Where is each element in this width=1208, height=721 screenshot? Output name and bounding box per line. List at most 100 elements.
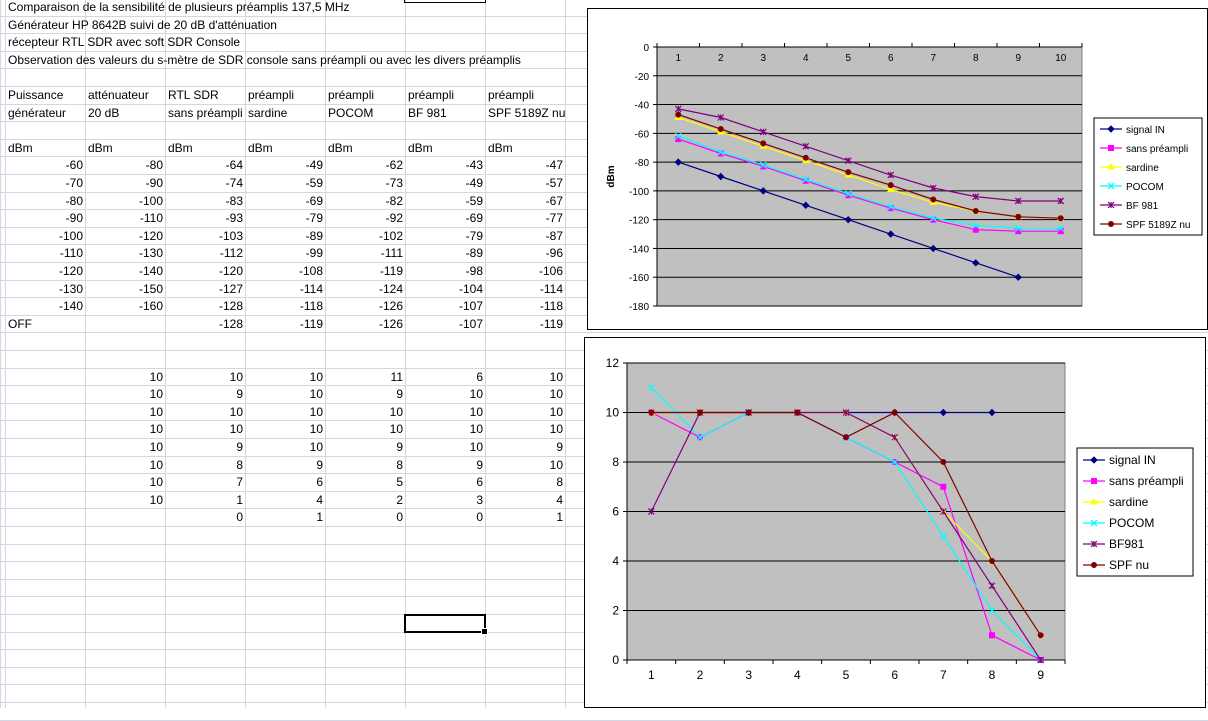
cell[interactable]: -119 (539, 317, 563, 331)
cell[interactable]: 10 (389, 405, 403, 419)
cell[interactable]: 8 (396, 458, 403, 472)
cell[interactable]: -60 (65, 158, 83, 172)
cell[interactable]: 1 (316, 510, 323, 524)
cell[interactable]: 10 (549, 405, 563, 419)
cell[interactable]: -120 (58, 264, 83, 278)
cell[interactable]: -67 (545, 194, 563, 208)
cell[interactable]: -119 (299, 317, 323, 331)
cell[interactable]: -127 (218, 282, 243, 296)
cell[interactable]: -130 (58, 282, 83, 296)
cell[interactable]: 7 (236, 475, 243, 489)
cell[interactable]: -111 (380, 246, 403, 260)
cell[interactable]: -124 (378, 282, 403, 296)
cell[interactable]: -90 (145, 176, 163, 190)
cell[interactable]: dBm (248, 141, 273, 155)
cell[interactable]: 10 (549, 422, 563, 436)
cell[interactable]: 0 (236, 510, 243, 524)
cell[interactable]: Observation des valeurs du s-mètre de SD… (8, 53, 521, 67)
cell[interactable]: -150 (138, 282, 163, 296)
cell[interactable]: -100 (58, 229, 83, 243)
cell[interactable]: -100 (138, 194, 163, 208)
cell[interactable]: dBm (408, 141, 433, 155)
cell[interactable]: atténuateur (88, 88, 149, 102)
cell[interactable]: 10 (309, 405, 323, 419)
cell[interactable]: -114 (299, 282, 323, 296)
cell[interactable]: 10 (149, 475, 163, 489)
cell[interactable]: -107 (458, 317, 483, 331)
cell[interactable]: -120 (218, 264, 243, 278)
cell[interactable]: POCOM (328, 106, 374, 120)
cell[interactable]: dBm (8, 141, 33, 155)
cell[interactable]: -119 (379, 264, 403, 278)
cell[interactable]: -140 (138, 264, 163, 278)
cell[interactable]: 4 (556, 493, 563, 507)
cell[interactable]: sans préampli (168, 106, 243, 120)
cell[interactable]: -110 (59, 246, 83, 260)
cell[interactable]: BF 981 (408, 106, 447, 120)
cell[interactable]: -118 (299, 299, 323, 313)
cell[interactable]: Générateur HP 8642B suivi de 20 dB d'att… (8, 18, 277, 32)
cell[interactable]: -114 (539, 282, 563, 296)
cell[interactable]: 6 (316, 475, 323, 489)
cell[interactable]: -79 (305, 211, 323, 225)
cell[interactable]: -69 (305, 194, 323, 208)
cell[interactable]: -43 (465, 158, 483, 172)
cell[interactable]: 9 (236, 387, 243, 401)
cell[interactable]: 10 (149, 458, 163, 472)
cell[interactable]: préampli (488, 88, 535, 102)
cell[interactable]: 8 (556, 475, 563, 489)
chart-smeter-readings[interactable]: 0 2 4 6 8 10 12 1 2 3 4 5 6 7 8 9 signal IN sans préampli… (584, 337, 1206, 708)
cell[interactable]: 10 (309, 387, 323, 401)
cell[interactable]: -118 (539, 299, 563, 313)
cell[interactable]: 10 (309, 370, 323, 384)
cell[interactable]: 9 (396, 387, 403, 401)
cell[interactable]: 9 (236, 440, 243, 454)
cell[interactable]: -128 (218, 317, 243, 331)
cell[interactable]: 10 (149, 493, 163, 507)
cell[interactable]: -59 (305, 176, 323, 190)
fill-handle[interactable] (481, 628, 488, 635)
cell[interactable]: -103 (218, 229, 243, 243)
cell[interactable]: 4 (316, 493, 323, 507)
cell[interactable]: 10 (229, 422, 243, 436)
cell[interactable]: préampli (248, 88, 295, 102)
cell[interactable]: 1 (556, 510, 563, 524)
cell[interactable]: 11 (390, 370, 403, 384)
cell[interactable]: 9 (396, 440, 403, 454)
cell[interactable]: -83 (225, 194, 243, 208)
cell[interactable]: -98 (465, 264, 483, 278)
cell[interactable]: -73 (385, 176, 403, 190)
cell[interactable]: OFF (8, 317, 32, 331)
cell[interactable]: dBm (168, 141, 193, 155)
cell[interactable]: 6 (476, 370, 483, 384)
cell[interactable]: -49 (305, 158, 323, 172)
cell[interactable]: -70 (65, 176, 83, 190)
cell[interactable]: -69 (465, 211, 483, 225)
cell[interactable]: 6 (476, 475, 483, 489)
cell[interactable]: -87 (545, 229, 563, 243)
cell[interactable]: préampli (328, 88, 375, 102)
cell[interactable]: 2 (396, 493, 403, 507)
cell[interactable]: -47 (545, 158, 563, 172)
cell[interactable]: 10 (469, 440, 483, 454)
cell[interactable]: -90 (65, 211, 83, 225)
cell[interactable]: -110 (139, 211, 163, 225)
cell[interactable]: 10 (229, 370, 243, 384)
cell[interactable]: 10 (469, 405, 483, 419)
cell[interactable]: RTL SDR (168, 88, 219, 102)
cell[interactable]: dBm (488, 141, 513, 155)
cell[interactable]: 10 (149, 422, 163, 436)
cell[interactable]: -106 (538, 264, 563, 278)
cell[interactable]: -49 (465, 176, 483, 190)
cell[interactable]: 10 (149, 440, 163, 454)
cell[interactable]: -140 (58, 299, 83, 313)
cell[interactable]: 10 (149, 370, 163, 384)
cell[interactable]: 10 (149, 405, 163, 419)
cell[interactable]: -120 (138, 229, 163, 243)
cell[interactable]: 10 (549, 458, 563, 472)
cell[interactable]: 8 (236, 458, 243, 472)
cell[interactable]: 10 (549, 370, 563, 384)
cell[interactable]: -99 (305, 246, 323, 260)
cell[interactable]: -128 (218, 299, 243, 313)
cell[interactable]: -126 (378, 299, 403, 313)
